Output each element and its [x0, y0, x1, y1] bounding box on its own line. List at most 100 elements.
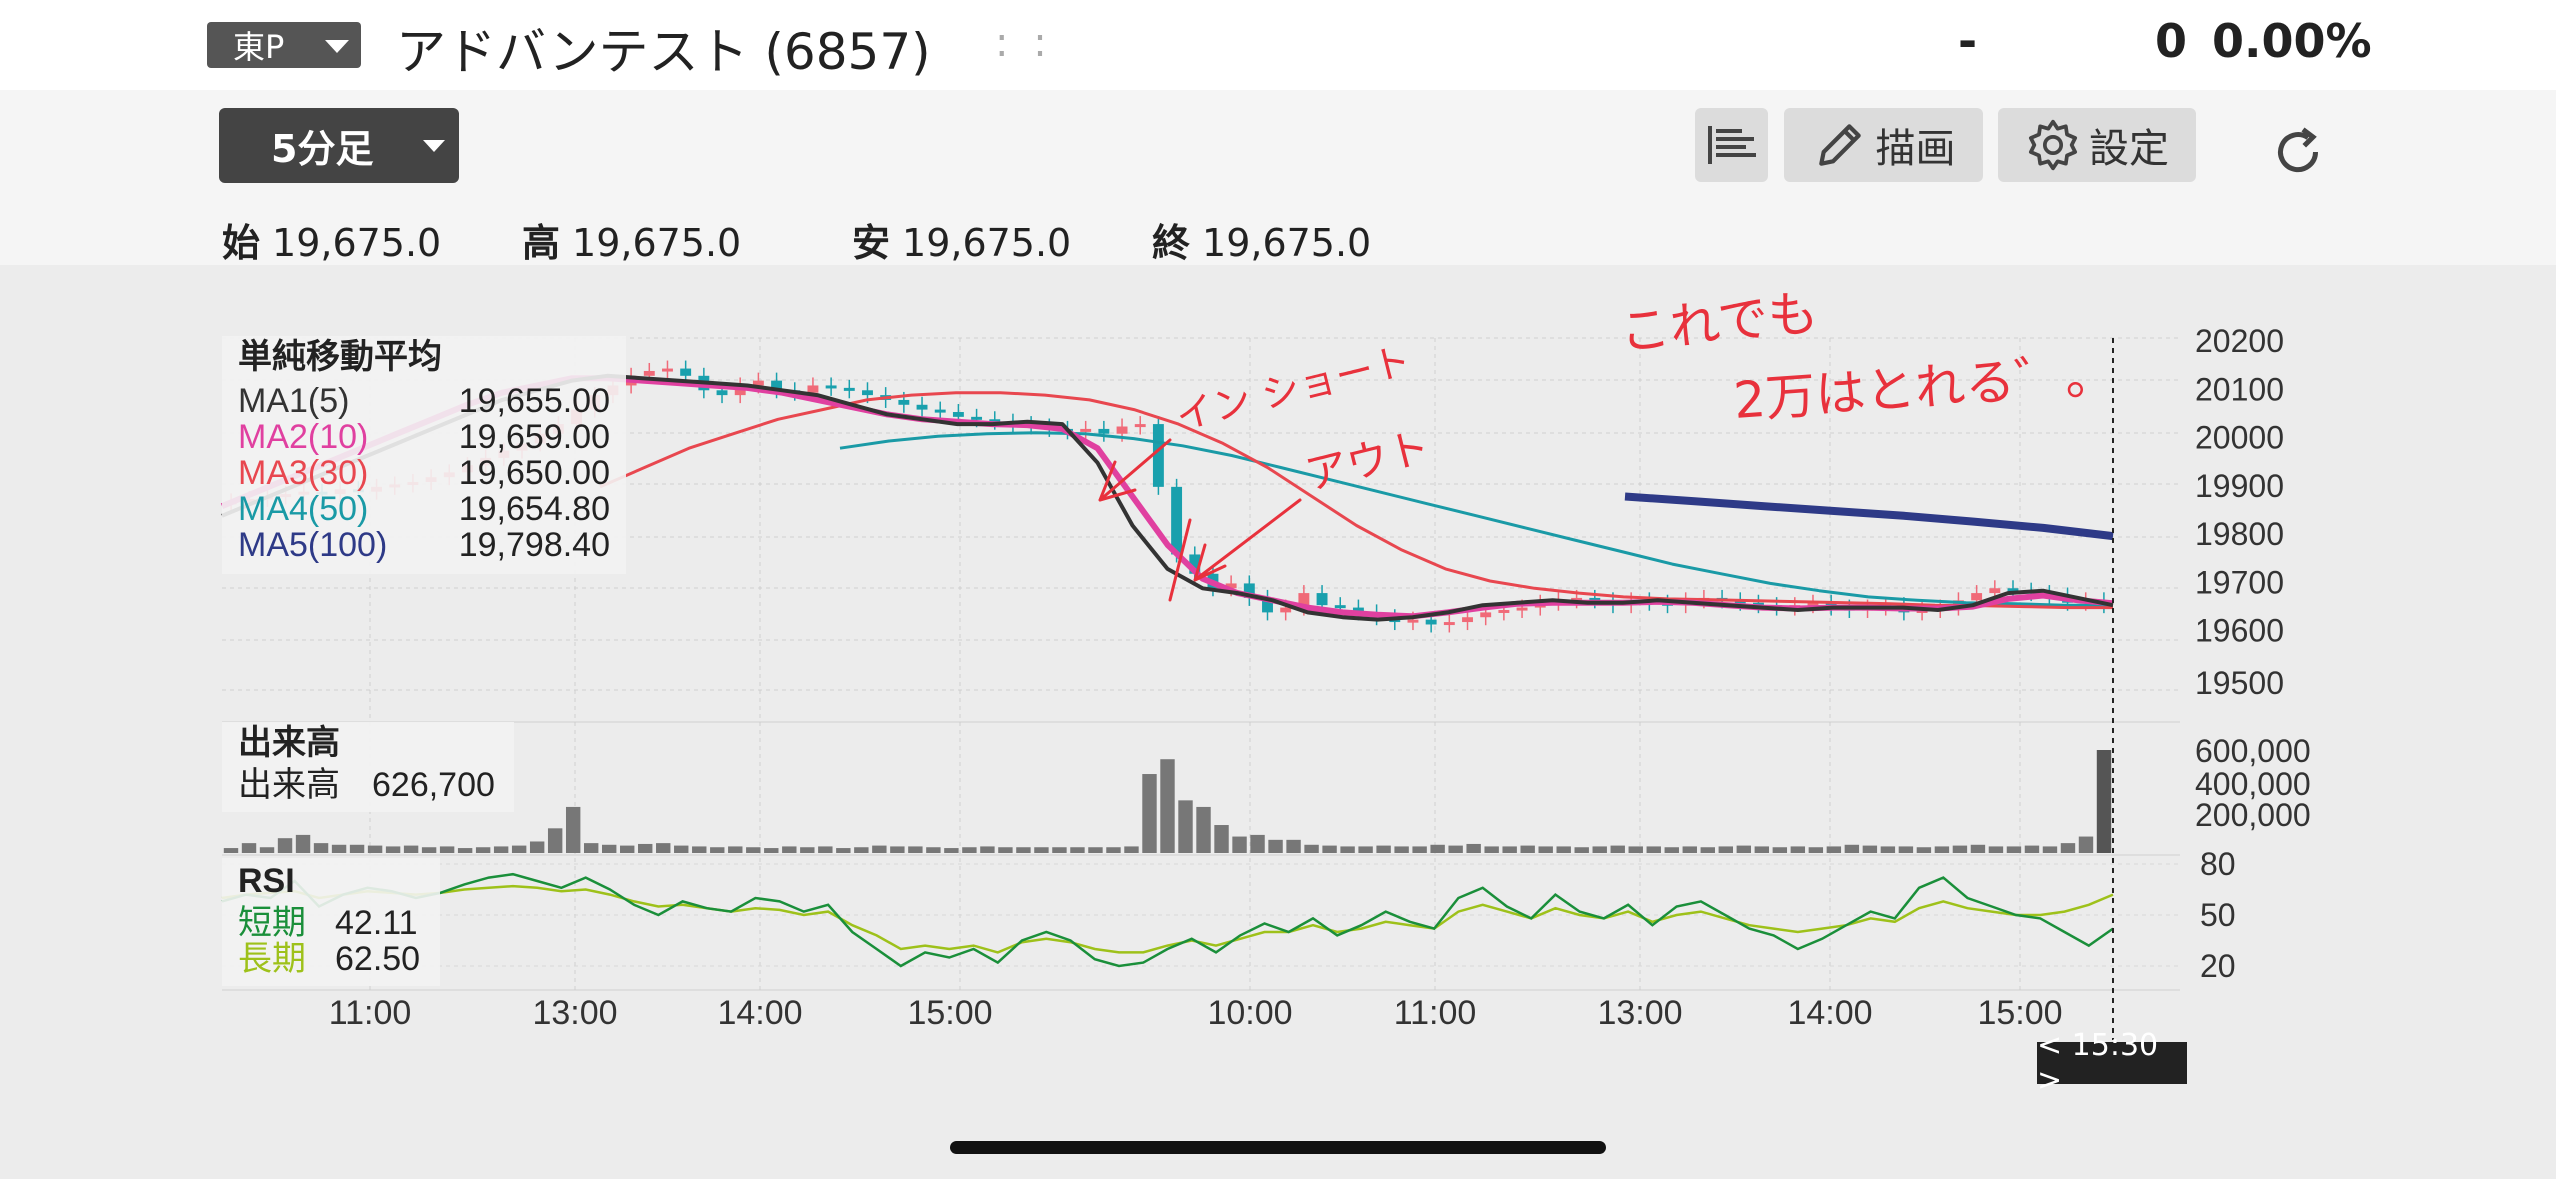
volume-bar: [1862, 845, 1878, 853]
volume-bar: [547, 828, 563, 853]
volume-bar: [872, 845, 887, 853]
candle: [1516, 607, 1528, 611]
candle: [971, 416, 983, 420]
volume-bar: [1772, 847, 1788, 853]
volume-bar: [1790, 846, 1806, 853]
indicator-list-button[interactable]: [1695, 108, 1768, 182]
price-tick: 20200: [2195, 323, 2284, 359]
volume-bar: [1178, 800, 1193, 853]
ma4-line: [839, 431, 2113, 607]
draw-button[interactable]: 描画: [1784, 108, 1983, 182]
ma-legend-name: MA5(100): [238, 526, 387, 564]
rsi-legend-title: RSI: [238, 862, 295, 900]
annotation-entry: イン ショート: [1172, 338, 1416, 439]
period-selector[interactable]: 5分足: [219, 108, 459, 183]
volume-bar: [1934, 846, 1950, 853]
chevron-down-icon: [325, 40, 349, 53]
volume-bar: [2024, 845, 2040, 853]
rsi-long-value: 62.50: [335, 940, 420, 978]
candle: [1989, 588, 2001, 594]
volume-tick: 200,000: [2195, 797, 2311, 833]
volume-bar: [1304, 844, 1319, 853]
refresh-button[interactable]: [2268, 122, 2328, 182]
price-axis: 20200 20100 20000 19900 19800 19700 19600 19500: [2195, 323, 2284, 701]
volume-bar: [565, 806, 581, 853]
volume-bar: [313, 843, 329, 853]
ma-legend-value: 19,798.40: [459, 526, 610, 564]
volume-bar: [764, 848, 779, 853]
volume-bar: [1628, 846, 1643, 853]
exchange-selector[interactable]: 東P: [207, 22, 361, 68]
volume-bar: [2078, 836, 2094, 853]
volume-bar: [385, 846, 401, 853]
volume-bar: [1664, 847, 1679, 853]
volume-bar: [1736, 845, 1752, 853]
volume-bar: [1070, 847, 1085, 853]
volume-bar: [1538, 846, 1553, 853]
volume-bar: [223, 848, 239, 853]
volume-bar: [998, 847, 1013, 853]
ma-legend-name: MA2(10): [238, 418, 368, 456]
volume-bar: [1232, 836, 1247, 853]
candle: [1298, 593, 1310, 608]
rsi-long-line: [221, 884, 2114, 954]
ma-legend-value: 19,655.00: [459, 382, 610, 420]
candle: [989, 419, 1001, 423]
rsi-short-value: 42.11: [335, 904, 418, 942]
settings-button[interactable]: 設定: [1998, 108, 2196, 182]
volume-bar: [1268, 839, 1283, 853]
volume-bar: [854, 847, 869, 853]
volume-bar: [710, 847, 725, 853]
volume-bar: [1106, 847, 1121, 853]
candle: [1971, 593, 1983, 601]
volume-bar: [1556, 846, 1571, 853]
candle: [643, 370, 655, 376]
candle: [1316, 593, 1328, 606]
volume-bar: [295, 834, 311, 853]
volume-bar: [1340, 846, 1355, 853]
volume-bar: [1376, 845, 1391, 853]
time-tick: 13:00: [532, 994, 617, 1032]
volume-bar: [1700, 847, 1715, 853]
time-tick: 11:00: [1394, 994, 1477, 1032]
rsi-axis: 80 50 20: [2200, 846, 2236, 984]
volume-bar: [782, 846, 797, 853]
status-dots: : :: [995, 20, 1053, 66]
volume-bar: [277, 838, 293, 853]
volume-bar: [1484, 846, 1499, 853]
volume-bar: [1826, 846, 1842, 853]
volume-bar: [457, 848, 473, 853]
volume-legend-label: 出来高: [238, 766, 340, 804]
volume-bar: [475, 847, 491, 853]
ma-legend: MA1(5) 19,655.00 MA2(10) 19,659.00 MA3(30) 19…: [238, 382, 610, 564]
volume-legend-title: 出来高: [238, 724, 340, 762]
volume-bar: [1988, 846, 2004, 853]
refresh-icon: [2278, 127, 2319, 173]
candle: [1225, 583, 1237, 589]
volume-tick: 400,000: [2195, 766, 2311, 802]
volume-bar: [2060, 843, 2076, 853]
time-axis: 11:00 13:00 14:00 15:00 10:00 11:00 13:00 14:00…: [329, 994, 2063, 1032]
volume-bar: [1466, 843, 1481, 853]
candle: [1589, 597, 1601, 601]
period-label: 5分足: [271, 127, 374, 171]
volume-bar: [367, 845, 383, 853]
rsi-legend-box: [222, 858, 440, 986]
candle: [807, 385, 819, 393]
candle: [662, 368, 673, 372]
volume-bar: [1520, 845, 1535, 853]
annotation-note2: 2万はとれる゛。: [1732, 345, 2117, 429]
price-value: -: [1958, 14, 1978, 68]
candle: [1116, 426, 1128, 434]
volume-bar: [2006, 846, 2022, 853]
candle: [1443, 622, 1455, 626]
volume-bar: [439, 846, 455, 853]
volume-bar: [728, 846, 743, 853]
price-tick: 19800: [2195, 516, 2284, 552]
chart-grid: [222, 337, 2180, 991]
volume-bar: [602, 844, 617, 853]
candle: [862, 390, 873, 396]
time-tick: 14:00: [1787, 994, 1872, 1032]
entry-arrow: [1098, 438, 1172, 502]
